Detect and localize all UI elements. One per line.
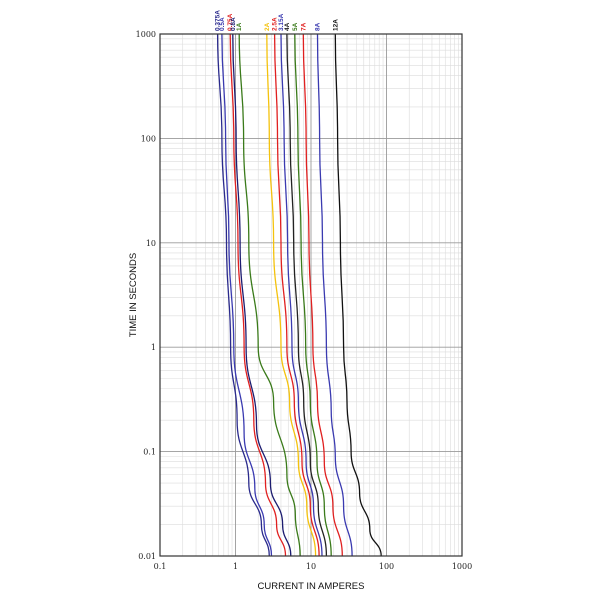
series-label: 0.8A <box>230 17 237 31</box>
series-label: 8A <box>315 22 322 31</box>
series-line <box>221 33 273 557</box>
series-line <box>334 33 382 557</box>
series-line <box>232 33 292 557</box>
y-tick-labels: 0.01 0.1 1 10 100 1000 <box>136 30 156 561</box>
x-axis-title: CURRENT IN AMPERES <box>258 581 365 592</box>
series-label: 3.15A <box>278 13 285 31</box>
series-line <box>316 33 353 557</box>
y-tick-label: 0.01 <box>138 552 156 561</box>
y-axis-title: TIME IN SECONDS <box>128 253 139 337</box>
y-tick-label: 0.1 <box>143 448 156 457</box>
series-line <box>294 33 332 557</box>
series-line <box>273 33 320 557</box>
series-line <box>229 33 287 557</box>
y-tick-label: 1000 <box>136 30 156 39</box>
y-tick-label: 1 <box>151 343 156 352</box>
series-label: 2.5A <box>272 17 279 31</box>
series-label: 5A <box>292 22 299 31</box>
series-label: 0.5A <box>219 17 226 31</box>
x-tick-label: 1000 <box>452 562 472 571</box>
y-tick-label: 100 <box>141 134 156 143</box>
series-label: 1A <box>236 22 243 31</box>
y-tick-label: 10 <box>146 239 156 248</box>
series-line <box>216 33 270 557</box>
x-tick-label: 10 <box>306 562 316 571</box>
series-line <box>266 33 317 557</box>
series-lines <box>216 33 382 557</box>
series-line <box>302 33 343 557</box>
series-line <box>286 33 328 557</box>
series-label: 0.75A <box>227 13 234 31</box>
series-line <box>238 33 301 557</box>
x-tick-label: 1 <box>233 562 238 571</box>
series-label: 4A <box>284 22 291 31</box>
series-line <box>280 33 323 557</box>
series-label: 7A <box>300 22 307 31</box>
series-label: 0.375A <box>215 10 222 31</box>
x-tick-label: 0.1 <box>154 562 167 571</box>
series-label: 2A <box>264 22 271 31</box>
x-tick-label: 100 <box>379 562 394 571</box>
x-tick-labels: 0.1 1 10 100 1000 <box>154 562 473 571</box>
plot-frame <box>159 33 463 557</box>
series-label: 12A <box>332 19 339 31</box>
